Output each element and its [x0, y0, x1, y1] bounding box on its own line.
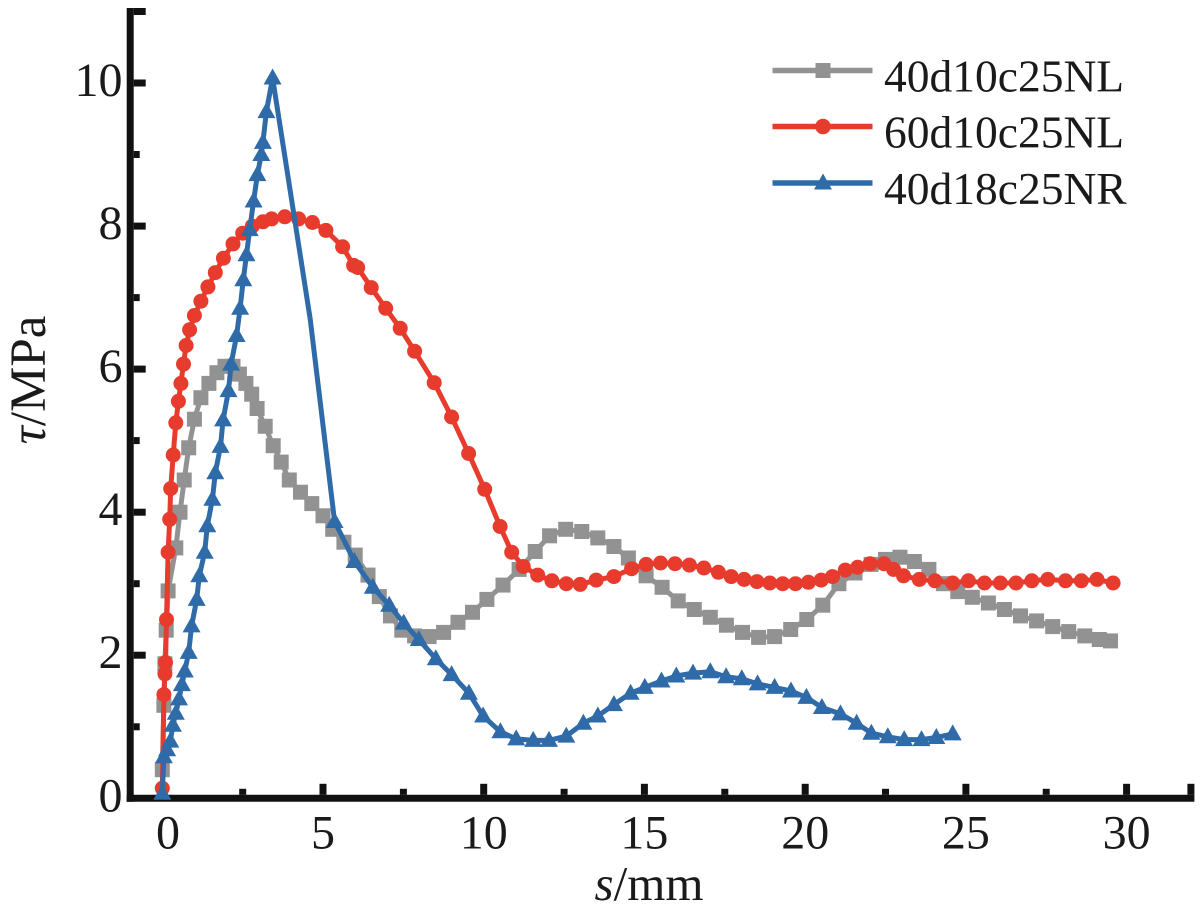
svg-text:20: 20	[781, 807, 829, 860]
svg-text:60d10c25NL: 60d10c25NL	[884, 107, 1124, 158]
svg-text:40d10c25NL: 40d10c25NL	[884, 51, 1124, 102]
svg-text:25: 25	[942, 807, 990, 860]
svg-text:10: 10	[75, 54, 123, 107]
svg-text:6: 6	[99, 340, 123, 393]
svg-text:30: 30	[1103, 807, 1151, 860]
svg-text:15: 15	[620, 807, 668, 860]
svg-text:τ/MPa: τ/MPa	[1, 316, 57, 445]
svg-text:0: 0	[99, 769, 123, 822]
svg-text:0: 0	[156, 807, 180, 860]
svg-text:10: 10	[460, 807, 508, 860]
svg-text:s/mm: s/mm	[595, 856, 704, 908]
svg-text:5: 5	[311, 807, 335, 860]
svg-text:40d18c25NR: 40d18c25NR	[884, 163, 1127, 214]
svg-text:2: 2	[99, 626, 123, 679]
svg-text:8: 8	[99, 197, 123, 250]
svg-text:4: 4	[99, 483, 123, 536]
